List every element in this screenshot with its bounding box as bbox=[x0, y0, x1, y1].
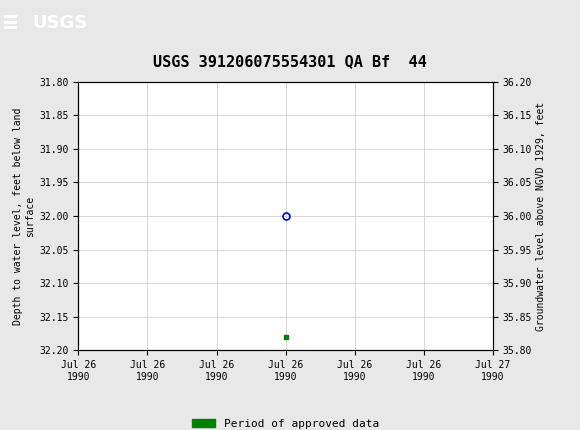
Y-axis label: Depth to water level, feet below land
surface: Depth to water level, feet below land su… bbox=[13, 108, 35, 325]
Legend: Period of approved data: Period of approved data bbox=[188, 415, 383, 430]
Text: USGS: USGS bbox=[32, 14, 87, 31]
Y-axis label: Groundwater level above NGVD 1929, feet: Groundwater level above NGVD 1929, feet bbox=[536, 101, 546, 331]
Text: USGS 391206075554301 QA Bf  44: USGS 391206075554301 QA Bf 44 bbox=[153, 54, 427, 69]
Text: ≡: ≡ bbox=[3, 11, 18, 34]
